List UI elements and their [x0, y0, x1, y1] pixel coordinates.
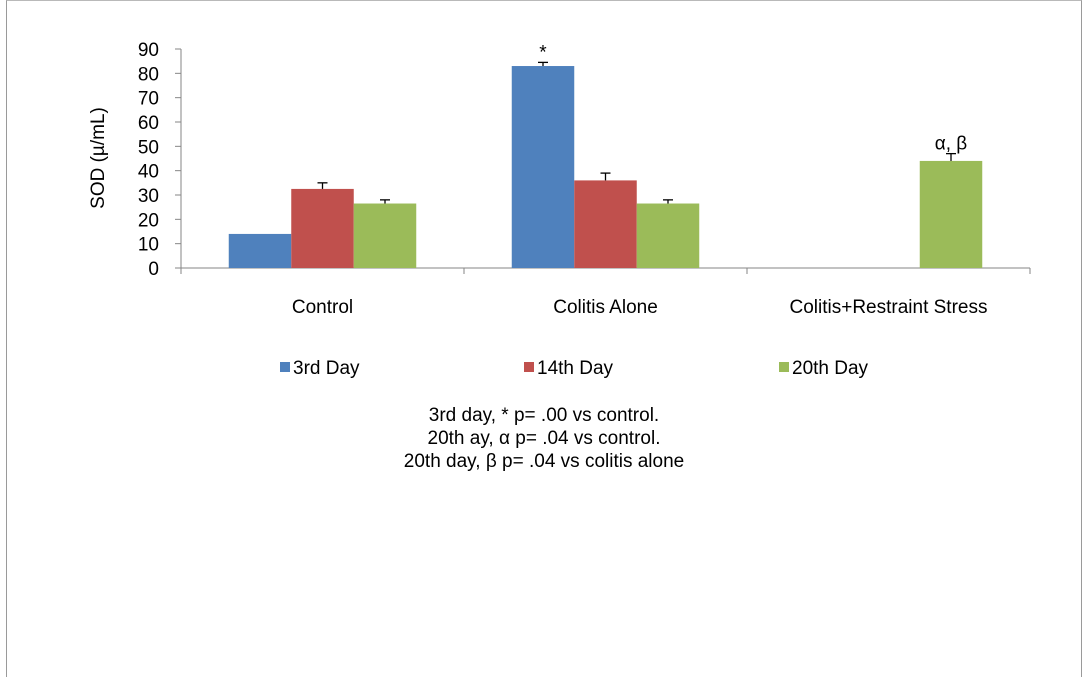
x-tick-label-0: Control	[292, 297, 353, 318]
bar-0-0	[228, 233, 292, 268]
legend-swatch-2	[779, 362, 789, 372]
y-tick-label-4: 40	[138, 162, 159, 183]
y-tick-label-3: 30	[138, 186, 159, 207]
legend-label-1: 14th Day	[537, 358, 614, 379]
y-tick-label-9: 90	[138, 40, 159, 61]
x-axis: Control Colitis Alone Colitis+Restraint St…	[180, 267, 1031, 318]
footnote-3: 20th day, β p= .04 vs colitis alone	[403, 451, 685, 472]
x-tick-label-2: Colitis+Restraint Stress	[790, 297, 988, 318]
footnote-2: 20th ay, α p= .04 vs control.	[427, 428, 661, 449]
y-tick-label-0: 0	[148, 259, 159, 280]
annotation-1: α, β	[935, 134, 968, 155]
y-axis: 0 10 20 30 40 50 60 70 80 90	[138, 40, 182, 280]
legend-swatch-0	[280, 362, 290, 372]
y-tick-label-1: 10	[138, 235, 159, 256]
legend: 3rd Day 14th Day 20th Day	[280, 358, 869, 379]
y-tick-label-6: 60	[138, 113, 159, 134]
footnote-1: 3rd day, * p= .00 vs control.	[428, 405, 660, 426]
bar-2-1	[636, 203, 700, 268]
bar-1-0	[291, 188, 354, 268]
y-tick-label-7: 70	[138, 89, 159, 110]
y-tick-label-5: 50	[138, 137, 159, 158]
annotations: * α, β	[539, 42, 967, 154]
bar-0-1	[511, 66, 575, 269]
bar-chart: 0 10 20 30 40 50 60 70 80 90 Control Colitis Alone…	[88, 40, 1031, 379]
bars	[228, 61, 983, 269]
y-tick-label-2: 20	[138, 210, 159, 231]
y-tick-label-8: 80	[138, 64, 159, 85]
x-tick-label-1: Colitis Alone	[553, 297, 658, 318]
annotation-0: *	[539, 42, 547, 63]
footnotes: 3rd day, * p= .00 vs control. 20th ay, α…	[0, 404, 1088, 473]
bar-1-1	[574, 180, 637, 268]
legend-swatch-1	[524, 362, 534, 372]
y-axis-label: SOD (µ/mL)	[88, 107, 109, 209]
bar-2-0	[353, 203, 417, 268]
legend-label-2: 20th Day	[792, 358, 869, 379]
bar-2-2	[919, 160, 983, 268]
legend-label-0: 3rd Day	[293, 358, 360, 379]
